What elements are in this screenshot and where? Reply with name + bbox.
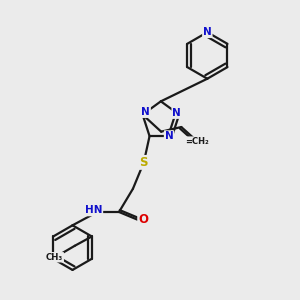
Text: N: N (203, 27, 212, 37)
Text: HN: HN (85, 206, 102, 215)
Text: N: N (141, 107, 150, 117)
Text: CH₃: CH₃ (46, 253, 63, 262)
Text: O: O (138, 213, 148, 226)
Text: N: N (165, 131, 173, 141)
Text: =CH₂: =CH₂ (186, 137, 209, 146)
Text: S: S (140, 156, 148, 169)
Text: N: N (172, 108, 181, 118)
